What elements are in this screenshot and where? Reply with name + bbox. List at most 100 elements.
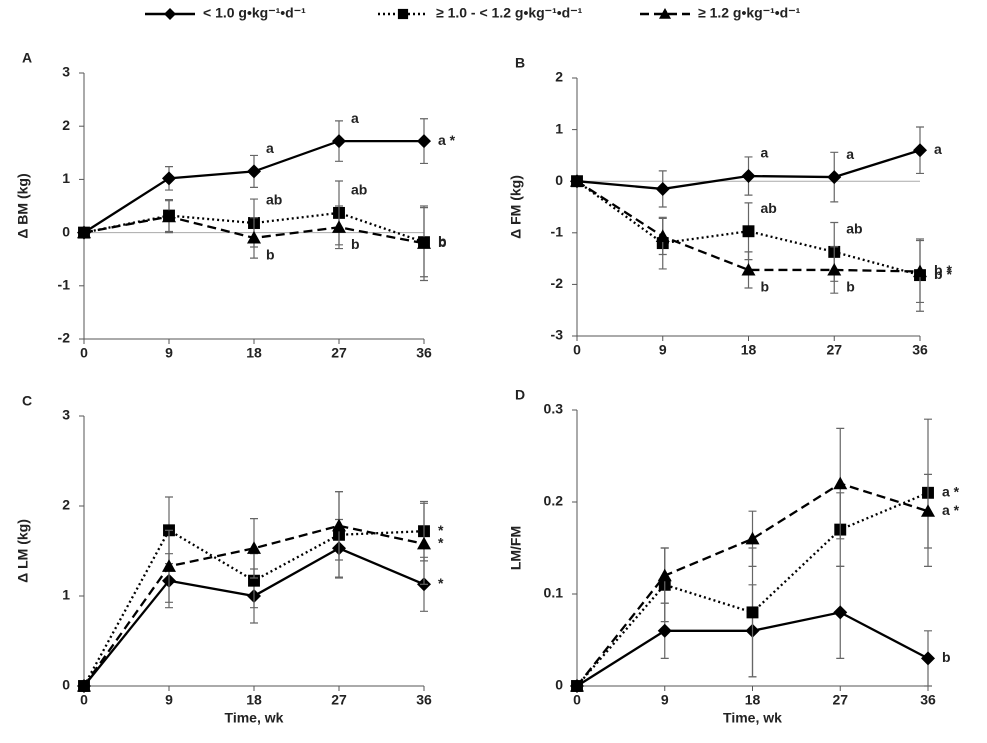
marker: [247, 541, 261, 554]
y-tick-label: -1: [58, 277, 71, 293]
legend-label: ≥ 1.0 - < 1.2 g•kg⁻¹•d⁻¹: [436, 5, 583, 21]
annotation: b: [438, 233, 447, 249]
marker: [332, 134, 346, 149]
legend-marker: [397, 8, 409, 20]
marker: [657, 623, 672, 638]
x-tick-label: 36: [920, 692, 936, 708]
y-tick-label: 2: [555, 69, 563, 85]
annotation: ab: [761, 200, 777, 216]
marker: [745, 531, 760, 545]
x-tick-label: 36: [912, 342, 928, 358]
marker: [332, 518, 346, 532]
legend-label: ≥ 1.2 g•kg⁻¹•d⁻¹: [698, 5, 801, 21]
y-tick-label: 0: [62, 677, 70, 693]
x-tick-label: 27: [331, 692, 347, 708]
marker: [913, 143, 927, 158]
annotation: a *: [942, 502, 960, 518]
annotation: b *: [934, 266, 952, 282]
y-tick-label: -2: [58, 330, 71, 346]
marker: [827, 262, 842, 276]
y-tick-label: -3: [551, 327, 564, 343]
annotation: b: [942, 649, 951, 665]
annotation: *: [438, 522, 444, 538]
x-tick-label: 0: [80, 345, 88, 361]
y-tick-label: 3: [62, 64, 70, 80]
marker: [921, 651, 935, 666]
annotation: a: [266, 140, 274, 156]
annotation: ab: [351, 182, 367, 198]
x-axis-label: Time, wk: [225, 710, 284, 726]
y-tick-label: 0: [555, 172, 563, 188]
x-tick-label: 9: [659, 342, 667, 358]
annotation: b: [266, 247, 275, 263]
panel-letter: A: [22, 50, 32, 66]
annotation: b *: [934, 262, 952, 278]
annotation: ab: [846, 221, 862, 237]
x-tick-label: 27: [826, 342, 842, 358]
annotation: b: [438, 234, 447, 250]
x-axis-label: Time, wk: [723, 710, 782, 726]
marker: [921, 504, 935, 517]
marker: [746, 606, 759, 619]
y-tick-label: 0.2: [544, 493, 564, 509]
marker: [248, 574, 260, 587]
marker: [827, 170, 842, 185]
x-tick-label: 18: [246, 345, 262, 361]
marker: [741, 169, 756, 184]
x-tick-label: 27: [331, 345, 347, 361]
x-tick-label: 9: [165, 345, 173, 361]
y-tick-label: 0.1: [544, 585, 564, 601]
annotation: a: [846, 146, 854, 162]
marker: [655, 181, 670, 196]
series-line: [576, 482, 929, 687]
annotation: b: [351, 236, 360, 252]
marker: [655, 229, 670, 243]
x-tick-label: 9: [661, 692, 669, 708]
marker: [741, 262, 756, 276]
legend-label: < 1.0 g•kg⁻¹•d⁻¹: [203, 5, 306, 21]
x-tick-label: 0: [80, 692, 88, 708]
y-tick-label: -1: [551, 224, 564, 240]
marker: [77, 225, 91, 239]
marker: [417, 236, 431, 249]
y-axis-label: Δ LM (kg): [15, 519, 31, 583]
marker: [913, 264, 927, 278]
y-axis-label: LM/FM: [508, 526, 524, 570]
y-tick-label: 0: [555, 677, 563, 693]
annotation: a: [934, 141, 942, 157]
y-axis-label: Δ BM (kg): [15, 173, 31, 238]
y-tick-label: 1: [62, 170, 70, 186]
x-tick-label: 36: [416, 345, 432, 361]
y-tick-label: 0.3: [544, 401, 564, 417]
annotation: b: [761, 279, 770, 295]
annotation: a: [351, 110, 359, 126]
annotation: a *: [438, 132, 456, 148]
y-tick-label: 1: [555, 120, 563, 136]
marker: [162, 209, 176, 223]
series-line: [576, 180, 921, 273]
marker: [417, 134, 431, 149]
marker: [247, 230, 261, 244]
x-tick-label: 0: [573, 692, 581, 708]
annotation: a: [761, 145, 769, 161]
y-tick-label: 1: [62, 587, 70, 603]
x-tick-label: 18: [246, 692, 262, 708]
panel-letter: B: [515, 55, 525, 71]
marker: [570, 679, 584, 692]
x-tick-label: 0: [573, 342, 581, 358]
y-tick-label: 2: [62, 117, 70, 133]
annotation: *: [438, 535, 444, 551]
series-line: [83, 524, 425, 687]
y-tick-label: -2: [551, 275, 564, 291]
panel-letter: C: [22, 393, 32, 409]
x-tick-label: 36: [416, 692, 432, 708]
annotation: b: [846, 279, 855, 295]
marker: [162, 171, 176, 186]
annotation: a *: [942, 484, 960, 500]
y-axis-label: Δ FM (kg): [508, 175, 524, 239]
marker: [162, 559, 176, 572]
series-line: [576, 180, 921, 277]
marker: [742, 225, 755, 238]
